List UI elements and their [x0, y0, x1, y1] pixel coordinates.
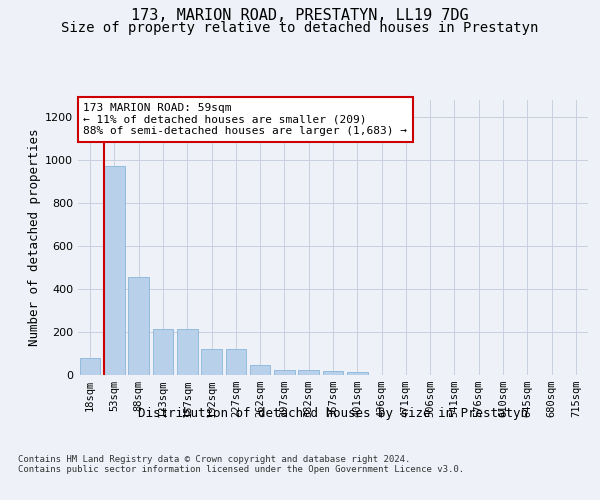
Bar	[177, 329, 197, 375]
Bar	[152, 329, 173, 375]
Text: 173, MARION ROAD, PRESTATYN, LL19 7DG: 173, MARION ROAD, PRESTATYN, LL19 7DG	[131, 8, 469, 22]
Bar	[128, 277, 149, 375]
Bar	[201, 349, 222, 375]
Bar	[298, 370, 319, 375]
Bar	[274, 370, 295, 375]
Y-axis label: Number of detached properties: Number of detached properties	[28, 128, 41, 346]
Bar	[250, 364, 271, 375]
Text: 173 MARION ROAD: 59sqm
← 11% of detached houses are smaller (209)
88% of semi-de: 173 MARION ROAD: 59sqm ← 11% of detached…	[83, 103, 407, 136]
Text: Distribution of detached houses by size in Prestatyn: Distribution of detached houses by size …	[138, 408, 528, 420]
Bar	[323, 370, 343, 375]
Bar	[226, 349, 246, 375]
Bar	[347, 372, 368, 375]
Bar	[80, 358, 100, 375]
Text: Contains HM Land Registry data © Crown copyright and database right 2024.
Contai: Contains HM Land Registry data © Crown c…	[18, 455, 464, 474]
Text: Size of property relative to detached houses in Prestatyn: Size of property relative to detached ho…	[61, 21, 539, 35]
Bar	[104, 166, 125, 375]
